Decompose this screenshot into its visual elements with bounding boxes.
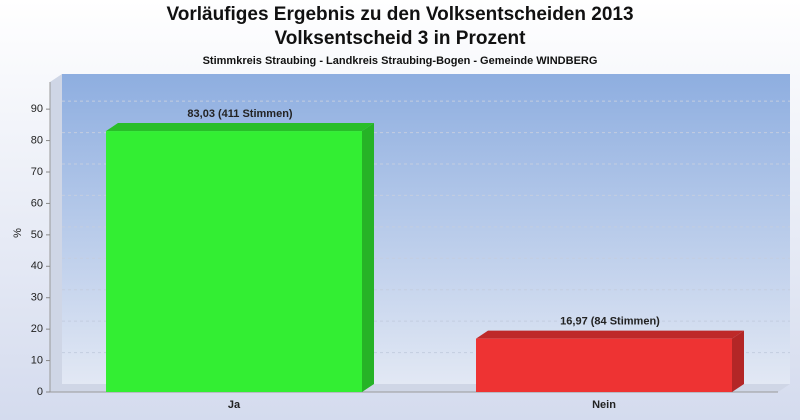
x-tick-label: Ja (228, 399, 241, 411)
chart-title: Vorläufiges Ergebnis zu den Volksentsche… (166, 4, 633, 25)
bar-top (476, 330, 744, 339)
y-tick-label: 30 (31, 292, 43, 304)
chart-title: Volksentscheid 3 in Prozent (275, 28, 527, 49)
x-tick-label: Nein (592, 399, 616, 411)
bar-side (732, 330, 744, 392)
data-label: 16,97 (84 Stimmen) (560, 316, 660, 328)
y-tick-label: 40 (31, 260, 43, 272)
y-tick-label: 50 (31, 229, 43, 241)
bar-side (362, 123, 374, 392)
y-tick-label: 80 (31, 134, 43, 146)
bar (106, 131, 362, 392)
bar (476, 338, 732, 392)
data-label: 83,03 (411 Stimmen) (187, 108, 293, 120)
y-tick-label: 10 (31, 354, 43, 366)
y-tick-label: 70 (31, 166, 43, 178)
chart-subtitle: Stimmkreis Straubing - Landkreis Straubi… (203, 55, 598, 67)
y-tick-label: 60 (31, 197, 43, 209)
y-tick-label: 0 (37, 386, 43, 398)
y-tick-label: 90 (31, 103, 43, 115)
y-axis-label: % (12, 228, 24, 238)
y-tick-label: 20 (31, 323, 43, 335)
bar-top (106, 123, 374, 132)
